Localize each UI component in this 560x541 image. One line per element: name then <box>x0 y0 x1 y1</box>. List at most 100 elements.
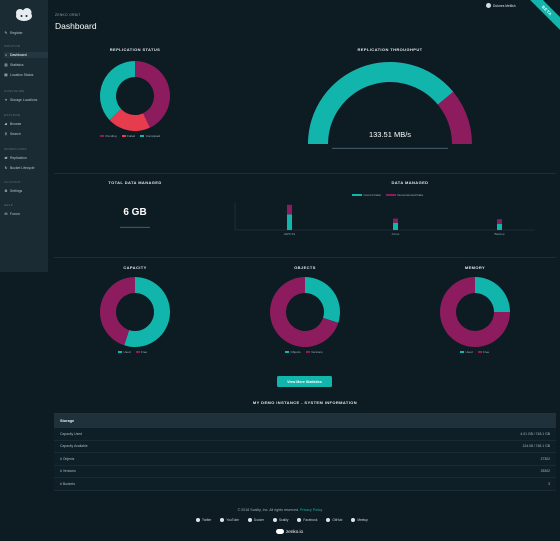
cloud-icon <box>276 529 284 534</box>
total-data-title: TOTAL DATA MANAGED <box>108 180 162 185</box>
legend-item-used: Used <box>460 350 473 354</box>
sidebar-item-location-status[interactable]: ▤ Location Status <box>4 72 48 78</box>
gear-icon: ⚙ <box>4 189 8 193</box>
folder-icon: ▰ <box>4 122 8 126</box>
scality-link[interactable]: Scality <box>273 518 288 522</box>
zenko-logo-icon[interactable] <box>14 8 34 22</box>
row-label: Capacity Available <box>60 444 88 449</box>
replication-status-title: REPLICATION STATUS <box>109 47 161 52</box>
replication-throughput-gauge <box>308 61 472 144</box>
capacity-title: CAPACITY <box>123 265 147 270</box>
system-information-table: Storage Capacity Used 4.01 GB / 748.1 GB … <box>54 413 556 491</box>
docker-link[interactable]: Docker <box>247 518 264 522</box>
replication-throughput-title: REPLICATION THROUGHPUT <box>357 47 423 52</box>
capacity-legend: Used Free <box>118 350 147 354</box>
lifecycle-icon: ↻ <box>4 166 8 170</box>
total-data-value: 6 GB <box>123 207 147 218</box>
sidebar-section-workflows: WORKFLOWS <box>4 147 27 151</box>
replication-status-arcs <box>100 61 170 131</box>
sidebar-item-replication[interactable]: ⇄ Replication <box>4 155 48 161</box>
data-managed-chart: AWS S3 Azure Backup <box>234 203 535 236</box>
memory-title: MEMORY <box>464 265 486 270</box>
memory-legend: Used Free <box>460 350 489 354</box>
replication-status-chart <box>100 61 170 131</box>
github-icon <box>326 518 331 522</box>
chart-icon: ▥ <box>4 63 8 67</box>
replicate-icon: ⇄ <box>4 156 8 160</box>
data-managed-title: DATA MANAGED <box>391 180 429 185</box>
slice-objects <box>305 277 340 323</box>
page-title: Dashboard <box>55 21 97 31</box>
objects-legend: Objects Versions <box>285 350 323 354</box>
sidebar-item-forum[interactable]: ✉ Forum <box>4 211 48 217</box>
beta-ribbon: BETA <box>521 0 560 36</box>
sidebar-item-settings[interactable]: ⚙ Settings <box>4 188 48 194</box>
legend-item-completed: Completed <box>140 134 160 138</box>
sidebar-item-search[interactable]: ⚲ Search <box>4 131 48 137</box>
view-more-statistics-button[interactable]: View More Statistics <box>277 376 332 387</box>
chat-icon: ✉ <box>4 212 8 216</box>
throughput-value: 133.51 MB/s <box>368 130 412 139</box>
legend-item-versions: Versions <box>305 350 323 354</box>
twitter-icon <box>196 518 200 522</box>
slice-used <box>124 277 170 347</box>
sidebar-item-label: Replication <box>10 156 27 160</box>
meetup-link[interactable]: Meetup <box>351 518 368 522</box>
sidebar-section-account: ACCOUNT <box>4 180 21 184</box>
memory-arcs <box>440 277 510 347</box>
gauge-fill <box>308 61 454 144</box>
bar-current-azure <box>393 222 398 230</box>
sidebar-section-help: HELP <box>4 203 14 207</box>
zenko-brand-link[interactable]: zenko.io <box>276 529 303 534</box>
database-icon: ≡ <box>4 98 8 102</box>
row-value: 124.08 / 748.1 GB <box>522 444 550 449</box>
sidebar-item-label: Search <box>10 132 21 136</box>
breadcrumb: ZENKO ORBIT <box>55 13 81 17</box>
replication-status-legend: Pending Failed Completed <box>100 134 160 138</box>
sidebar-item-browse[interactable]: ▰ Browse <box>4 121 48 127</box>
meetup-icon <box>351 518 356 522</box>
legend-item-free: Free <box>477 350 489 354</box>
row-value: 27302 <box>540 456 550 461</box>
row-label: # Buckets <box>60 481 75 486</box>
data-managed-bars: AWS S3 Azure Backup <box>284 204 505 236</box>
slice-failed <box>109 109 150 131</box>
sidebar-item-label: Dashboard <box>10 53 27 57</box>
capacity-chart <box>100 277 170 347</box>
social-links: Twitter YouTube Docker Scality Facebook … <box>196 518 368 522</box>
sidebar-item-label: Register <box>10 31 23 35</box>
wrench-icon: ✎ <box>4 31 8 35</box>
user-menu[interactable]: Dolores Mellish <box>486 3 516 8</box>
slice-free <box>440 277 510 347</box>
sidebar-section-configure: CONFIGURE <box>4 89 25 93</box>
sidebar-item-label: Browse <box>10 122 22 126</box>
bar-nonversioned-aws-s3 <box>287 204 292 215</box>
bar-nonversioned-backup <box>497 219 502 224</box>
legend-item-used: Used <box>118 350 131 354</box>
sidebar-item-register[interactable]: ✎ Register <box>4 30 48 36</box>
sidebar-item-bucket-lifecycle[interactable]: ↻ Bucket Lifecycle <box>4 165 48 171</box>
sidebar-item-storage-locations[interactable]: ≡ Storage Locations <box>4 97 48 103</box>
youtube-link[interactable]: YouTube <box>220 518 239 522</box>
twitter-link[interactable]: Twitter <box>196 518 211 522</box>
legend-item-nonversioned-data: Nonversioned Data <box>385 193 423 197</box>
data-managed-legend: Current Data Nonversioned Data <box>352 193 423 197</box>
row-label: # Versions <box>60 469 76 474</box>
facebook-link[interactable]: Facebook <box>297 518 317 522</box>
footer-copyright: © 2018 Scality, Inc. All rights reserved… <box>0 508 560 512</box>
table-header: Storage <box>54 413 556 428</box>
github-link[interactable]: GitHub <box>326 518 342 522</box>
privacy-policy-link[interactable]: Privacy Policy <box>299 508 323 512</box>
sidebar-item-dashboard[interactable]: ⌂ Dashboard <box>4 52 48 58</box>
table-row: Capacity Available 124.08 / 748.1 GB <box>54 440 556 453</box>
bar-current-aws-s3 <box>287 214 292 230</box>
docker-icon <box>247 518 252 522</box>
system-information-title: MY DEMO INSTANCE - SYSTEM INFORMATION <box>252 400 358 405</box>
sidebar-item-label: Statistics <box>10 63 24 67</box>
table-row: # Objects 27302 <box>54 453 556 466</box>
brand-text: zenko.io <box>286 529 304 534</box>
home-icon: ⌂ <box>4 53 8 57</box>
sidebar-item-statistics[interactable]: ▥ Statistics <box>4 62 48 68</box>
throughput-caption <box>332 147 448 149</box>
